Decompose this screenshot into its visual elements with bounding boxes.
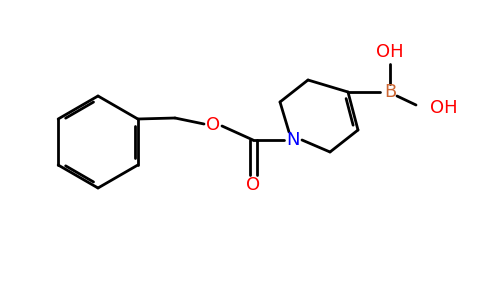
Text: OH: OH xyxy=(376,43,404,61)
Text: B: B xyxy=(384,83,396,101)
Text: N: N xyxy=(286,131,300,149)
Text: OH: OH xyxy=(430,99,458,117)
Text: O: O xyxy=(206,116,220,134)
Text: O: O xyxy=(246,176,260,194)
